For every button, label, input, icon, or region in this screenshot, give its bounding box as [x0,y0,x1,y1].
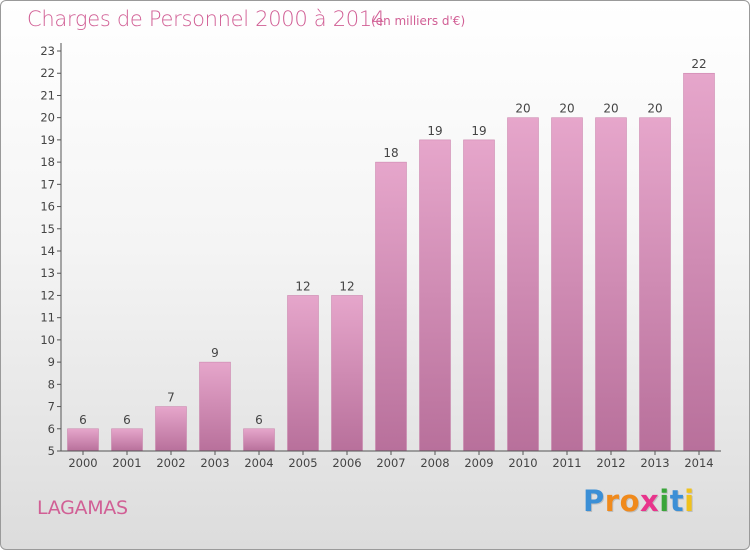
y-tick-label: 6 [48,422,55,436]
bar [199,361,231,452]
bar-value-label: 6 [79,413,87,427]
bar-value-label: 20 [559,102,574,116]
x-tick-label: 2000 [68,456,97,470]
logo-letter: o [619,484,641,518]
commune-name: LAGAMAS [37,497,128,519]
y-tick-label: 19 [40,133,55,147]
bar [551,117,583,452]
logo-letter: x [640,484,660,518]
y-tick-label: 14 [40,244,55,258]
bar [67,428,99,452]
y-tick-label: 23 [40,44,55,58]
x-tick-label: 2009 [464,456,493,470]
x-tick-label: 2011 [552,456,581,470]
y-tick-label: 17 [40,177,55,191]
y-tick-label: 12 [40,288,55,302]
bar-value-label: 19 [427,124,442,138]
bar [507,117,539,452]
y-tick-label: 22 [40,66,55,80]
y-tick-label: 16 [40,200,55,214]
proxiti-logo[interactable]: Proxiti [583,487,695,516]
y-tick-label: 5 [48,444,55,458]
bar [243,428,275,452]
x-tick-label: 2006 [332,456,361,470]
y-tick-label: 18 [40,155,55,169]
bar-value-label: 20 [647,102,662,116]
x-tick-label: 2010 [508,456,537,470]
y-tick-label: 15 [40,222,55,236]
bar [155,406,187,452]
x-tick-label: 2003 [200,456,229,470]
y-tick-label: 13 [40,266,55,280]
bar-value-label: 20 [603,102,618,116]
x-tick-label: 2007 [376,456,405,470]
x-tick-label: 2014 [684,456,713,470]
x-tick-label: 2008 [420,456,449,470]
bar-value-label: 18 [383,146,398,160]
bar-value-label: 7 [167,391,175,405]
y-tick-label: 11 [40,311,55,325]
bar-value-label: 6 [123,413,131,427]
logo-letter: t [669,484,685,518]
chart-title: Charges de Personnel 2000 à 2014 [27,7,385,31]
y-tick-label: 10 [40,333,55,347]
bars: 6 6 7 9 6 12 12 18 19 19 20 20 20 20 22 [67,57,715,452]
x-axis: 2000 2001 2002 2003 2004 2005 2006 2007 2008 2009… [61,450,721,470]
chart-subtitle: (en milliers d'€) [371,14,466,28]
x-tick-label: 2005 [288,456,317,470]
bar [683,72,715,452]
x-tick-label: 2012 [596,456,625,470]
logo-letter: i [684,484,695,518]
bar-value-label: 19 [471,124,486,138]
y-tick-label: 9 [48,355,55,369]
x-tick-label: 2002 [156,456,185,470]
bar [287,295,319,452]
bar-value-label: 12 [295,279,310,293]
bar [463,139,495,452]
bar [375,161,407,452]
logo-letter: r [604,484,620,518]
bar [419,139,451,452]
bar-value-label: 22 [691,57,706,71]
bar [111,428,143,452]
bar [595,117,627,452]
y-tick-label: 7 [48,400,55,414]
y-axis: 5 6 7 8 9 10 11 12 13 14 15 16 17 18 19 20 21 22 23 [40,43,62,458]
y-tick-label: 8 [48,377,55,391]
y-tick-label: 20 [40,111,55,125]
bar [331,295,363,452]
y-tick-label: 21 [40,88,55,102]
bar-value-label: 20 [515,102,530,116]
bar-value-label: 12 [339,279,354,293]
logo-letter: i [659,484,670,518]
bar-value-label: 6 [255,413,263,427]
x-tick-label: 2001 [112,456,141,470]
x-tick-label: 2013 [640,456,669,470]
bar-value-label: 9 [211,346,219,360]
bar [639,117,671,452]
logo-letter: P [583,484,605,518]
x-tick-label: 2004 [244,456,273,470]
